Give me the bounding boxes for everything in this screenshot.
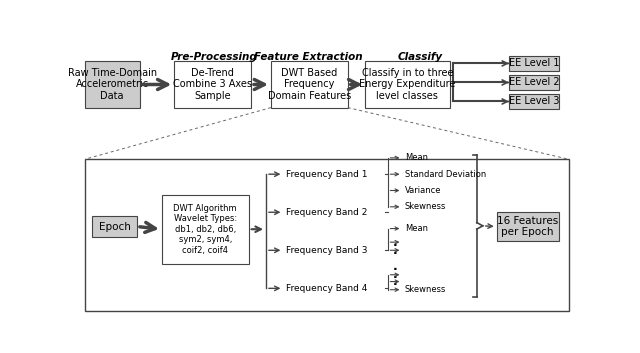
Text: Variance: Variance (405, 186, 442, 195)
Text: Pre-Processing: Pre-Processing (170, 52, 257, 62)
FancyBboxPatch shape (365, 61, 449, 108)
Text: Classify in to three
Energy Expenditure
level classes: Classify in to three Energy Expenditure … (359, 68, 456, 101)
FancyBboxPatch shape (509, 56, 559, 71)
FancyBboxPatch shape (92, 216, 137, 237)
FancyBboxPatch shape (85, 159, 568, 311)
Text: .: . (392, 260, 397, 273)
Text: Feature Extraction: Feature Extraction (254, 52, 362, 62)
Text: .: . (392, 244, 397, 257)
FancyBboxPatch shape (85, 61, 140, 108)
Text: Skewness: Skewness (405, 285, 446, 294)
Text: Frequency Band 1: Frequency Band 1 (286, 170, 367, 179)
FancyBboxPatch shape (509, 94, 559, 109)
Text: .: . (392, 236, 397, 249)
Text: .: . (392, 275, 397, 288)
FancyBboxPatch shape (271, 61, 348, 108)
Text: 16 Features
per Epoch: 16 Features per Epoch (497, 216, 558, 237)
FancyBboxPatch shape (174, 61, 251, 108)
Text: Frequency Band 2: Frequency Band 2 (286, 208, 367, 217)
Text: Mean: Mean (405, 224, 428, 233)
FancyBboxPatch shape (497, 212, 559, 241)
Text: Raw Time-Domain
Accelerometric
Data: Raw Time-Domain Accelerometric Data (68, 68, 157, 101)
Text: Skewness: Skewness (405, 202, 446, 211)
Text: EE Level 2: EE Level 2 (509, 77, 559, 88)
Text: DWT Algorithm
Wavelet Types:
db1, db2, db6,
sym2, sym4,
coif2, coif4: DWT Algorithm Wavelet Types: db1, db2, d… (173, 204, 237, 255)
Text: Mean: Mean (405, 154, 428, 162)
FancyBboxPatch shape (162, 195, 248, 264)
Text: Standard Deviation: Standard Deviation (405, 170, 486, 179)
Text: DWT Based
Frequency
Domain Features: DWT Based Frequency Domain Features (268, 68, 351, 101)
Text: EE Level 1: EE Level 1 (509, 59, 559, 68)
Text: Classify: Classify (397, 52, 442, 62)
FancyBboxPatch shape (509, 75, 559, 90)
Text: Frequency Band 4: Frequency Band 4 (286, 284, 367, 293)
Text: De-Trend
Combine 3 Axes
Sample: De-Trend Combine 3 Axes Sample (173, 68, 252, 101)
Text: EE Level 3: EE Level 3 (509, 96, 559, 107)
Text: Epoch: Epoch (99, 222, 131, 232)
Text: .: . (392, 268, 397, 281)
Text: Frequency Band 3: Frequency Band 3 (286, 246, 367, 255)
